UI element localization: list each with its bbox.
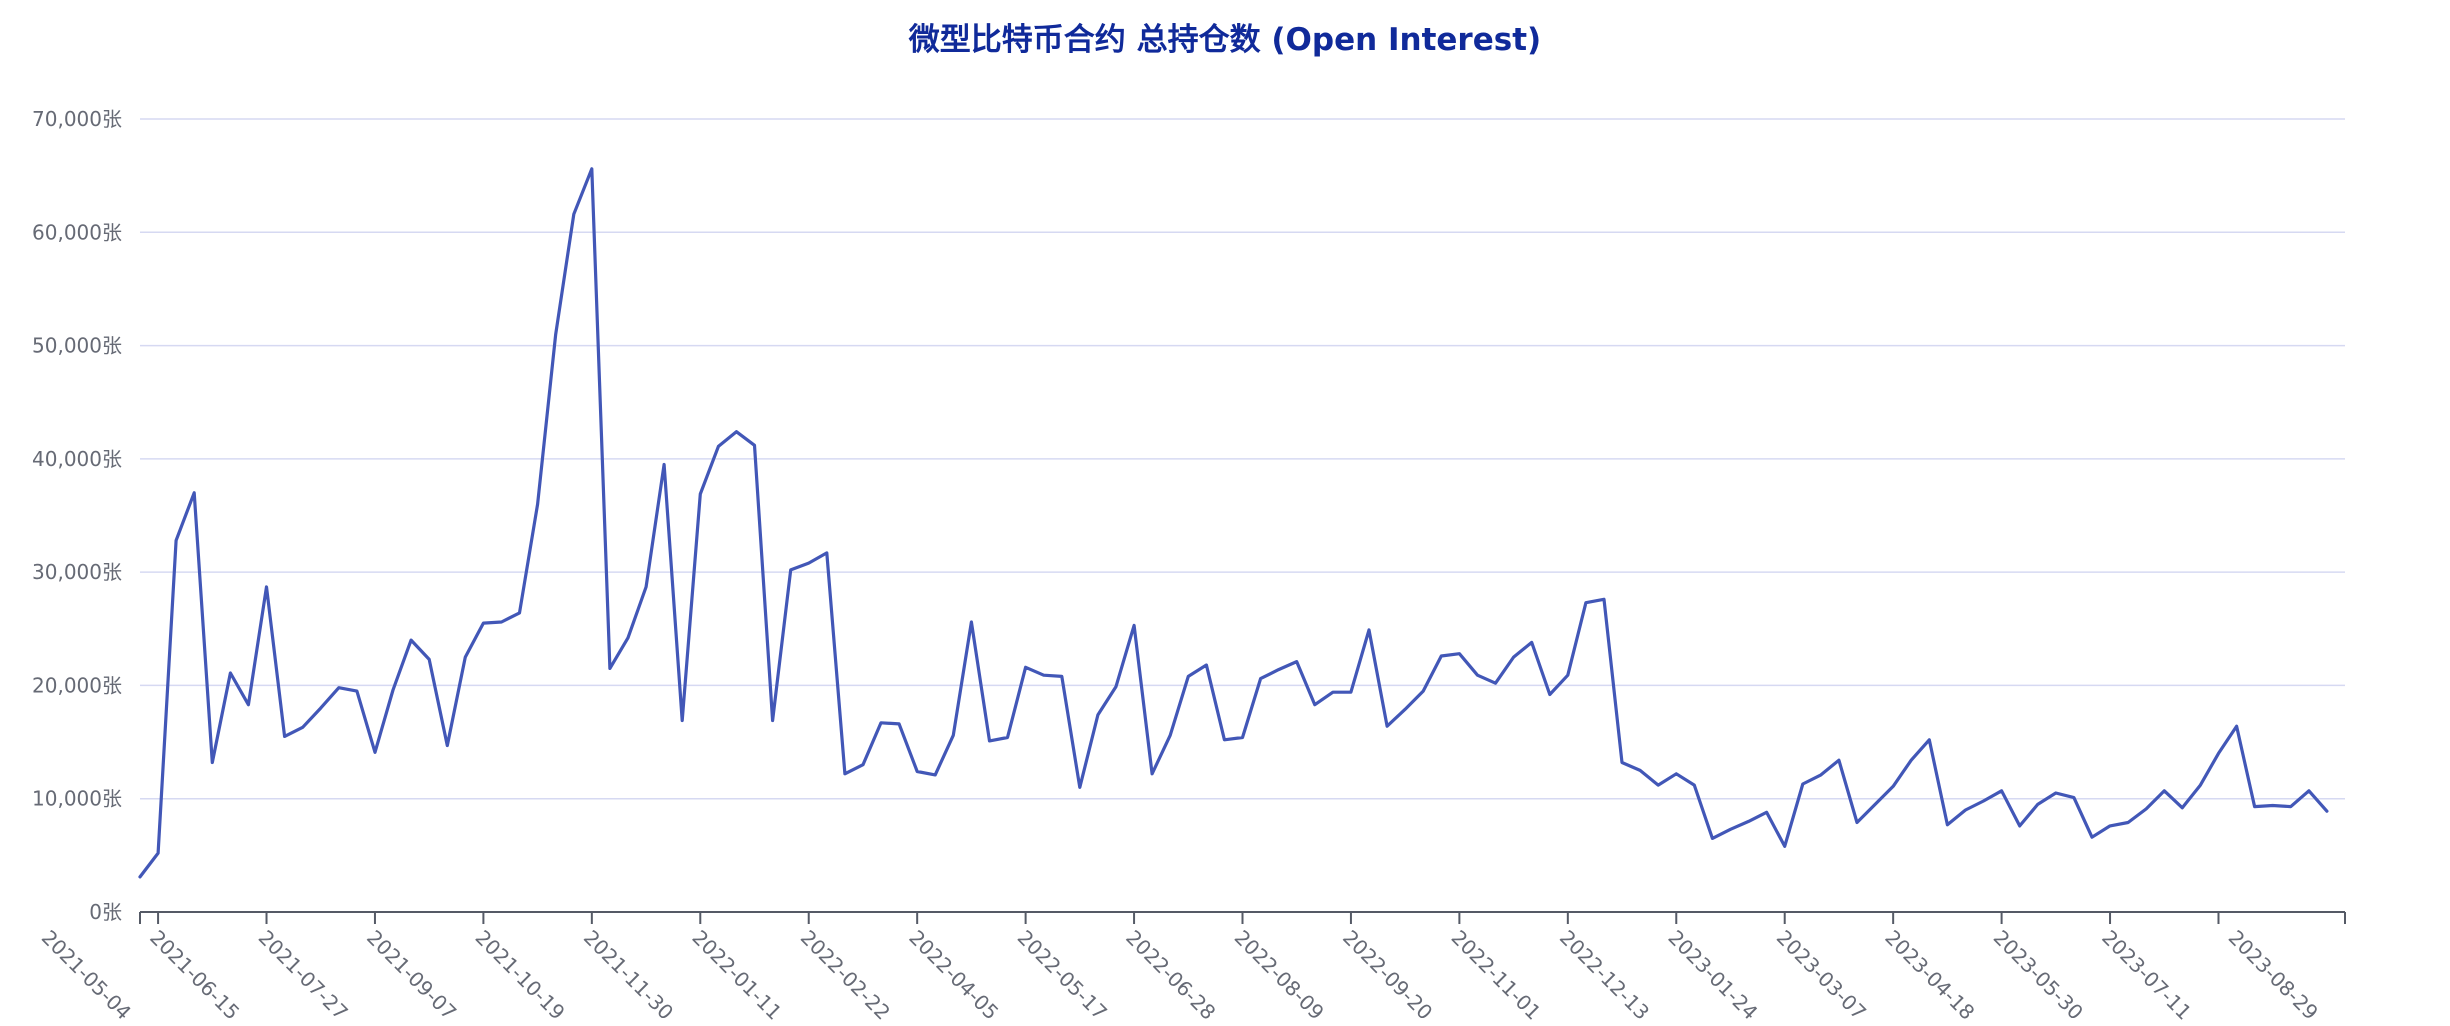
x-tick-label: 2022-01-11 [687,925,786,1024]
y-tick-label: 40,000张 [32,447,122,471]
grid-lines [140,118,2345,800]
x-tick-labels: 2021-05-04 2021-06-15 2021-07-27 2021-09-07… [37,925,2323,1024]
y-tick-label: 50,000张 [32,334,122,358]
x-tick-label: 2022-09-20 [1338,925,1437,1024]
axes [139,911,2346,924]
y-tick-label: 0张 [89,900,122,924]
y-tick-label: 20,000张 [32,673,122,697]
x-tick-label: 2023-08-29 [2224,925,2323,1024]
x-tick-label: 2023-07-11 [2097,925,2196,1024]
x-tick-label: 2022-02-22 [796,925,895,1024]
series-layer [138,167,2329,879]
y-tick-label: 30,000张 [32,560,122,584]
y-tick-label: 10,000张 [32,787,122,811]
x-tick-label: 2021-06-15 [145,925,244,1024]
x-tick-label: 2021-09-07 [362,925,461,1024]
y-tick-label: 70,000张 [32,107,122,131]
x-tick-label: 2023-04-18 [1880,925,1979,1024]
x-tick-label: 2022-04-05 [904,925,1003,1024]
x-tick-label: 2023-01-24 [1663,925,1762,1024]
series-line-0 [138,167,2329,879]
chart-title: 微型比特币合约 总持仓数 (Open Interest) [908,22,1542,58]
y-tick-labels: 0张 10,000张 20,000张 30,000张 40,000张 50,000张 60,… [32,107,122,924]
x-tick-label: 2023-05-30 [1989,925,2088,1024]
x-tick-label: 2023-03-07 [1772,925,1871,1024]
x-tick-label: 2021-10-19 [471,925,570,1024]
x-tick-label: 2022-08-09 [1230,925,1329,1024]
y-tick-label: 60,000张 [32,220,122,244]
x-tick-label: 2021-05-04 [37,925,136,1024]
x-tick-label: 2021-07-27 [254,925,353,1024]
x-tick-label: 2022-11-01 [1447,925,1546,1024]
x-tick-label: 2022-12-13 [1555,925,1654,1024]
x-tick-label: 2021-11-30 [579,925,678,1024]
x-tick-label: 2022-05-17 [1013,925,1112,1024]
x-tick-label: 2022-06-28 [1121,925,1220,1024]
